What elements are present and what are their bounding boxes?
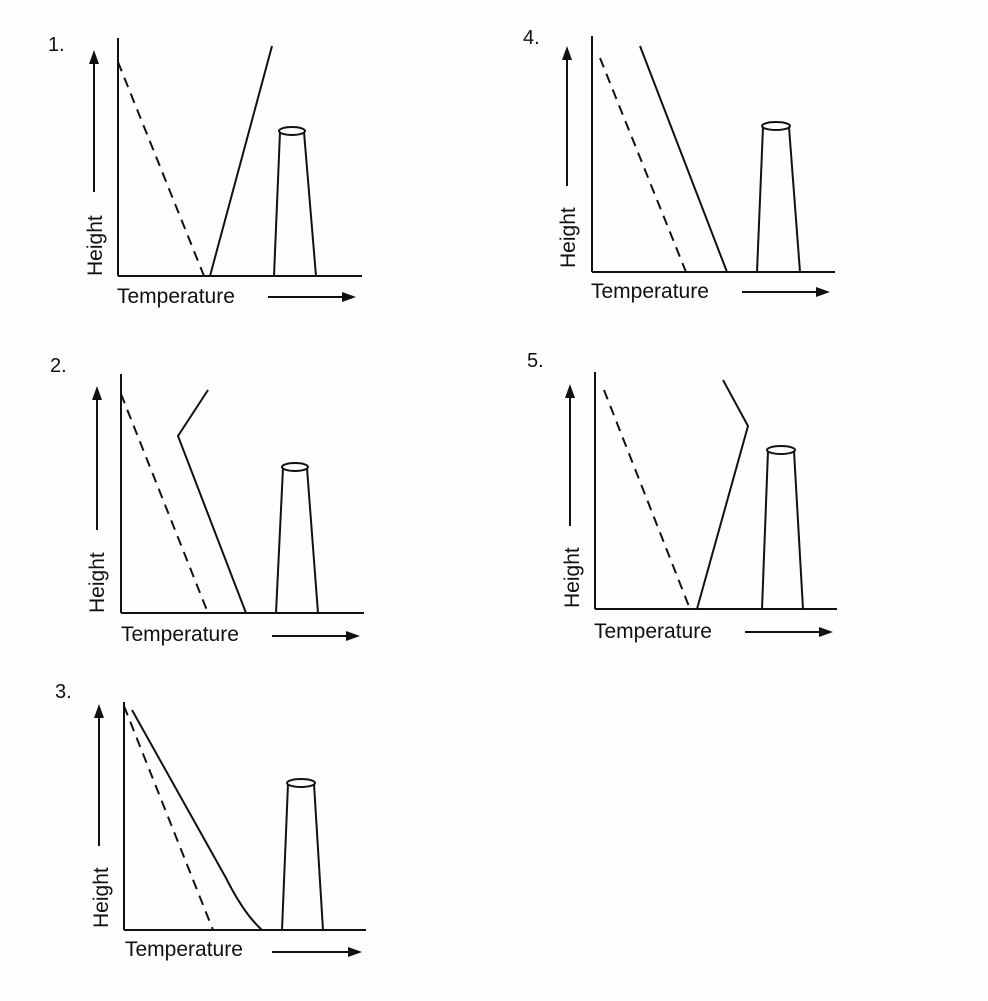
smokestack (273, 126, 317, 277)
panel-3-graph (94, 702, 366, 957)
panel-number: 3. (55, 681, 72, 703)
smokestack (756, 121, 801, 273)
dashed-lapse-line (599, 57, 687, 273)
panel-4-graph (562, 36, 835, 297)
panel-number: 2. (50, 355, 67, 377)
environmental-profile-line (696, 379, 750, 610)
temperature-arrowhead (819, 627, 833, 637)
panel-number: 5. (527, 350, 544, 372)
x-axis-label: Temperature (591, 280, 709, 303)
height-arrowhead (89, 50, 99, 64)
smokestack (761, 445, 804, 610)
panel-number: 4. (523, 27, 540, 49)
x-axis-label: Temperature (117, 285, 235, 308)
x-axis-label: Temperature (121, 623, 239, 646)
panel-5-graph (565, 372, 837, 637)
dashed-lapse-line (117, 61, 205, 277)
x-axis-label: Temperature (594, 620, 712, 643)
x-axis-label: Temperature (125, 938, 243, 961)
temperature-arrowhead (816, 287, 830, 297)
panel-2-graph (92, 374, 364, 641)
environmental-profile-line (131, 709, 263, 931)
temperature-arrowhead (342, 292, 356, 302)
panel-1-graph (89, 38, 362, 302)
dashed-lapse-line (120, 393, 209, 614)
environmental-profile-line (639, 45, 728, 273)
height-arrowhead (565, 384, 575, 398)
environmental-profile-line (209, 45, 273, 277)
smokestack (275, 462, 319, 614)
dashed-lapse-line (123, 705, 214, 931)
temperature-arrowhead (346, 631, 360, 641)
panel-number: 1. (48, 34, 65, 56)
height-arrowhead (94, 704, 104, 718)
environmental-profile-line (176, 389, 247, 614)
dashed-lapse-line (603, 389, 691, 610)
height-arrowhead (562, 46, 572, 60)
smokestack (281, 778, 324, 931)
height-arrowhead (92, 386, 102, 400)
temperature-arrowhead (348, 947, 362, 957)
